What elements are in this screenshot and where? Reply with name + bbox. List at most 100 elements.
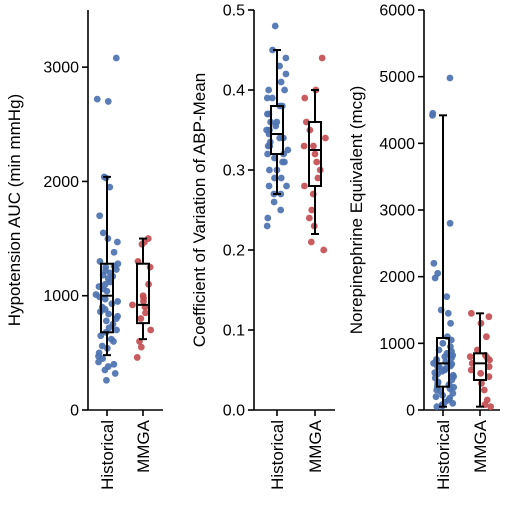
- data-point: [140, 298, 147, 305]
- data-point: [305, 214, 313, 222]
- box-iqr: [308, 121, 322, 187]
- data-point: [103, 376, 110, 384]
- data-point: [269, 46, 276, 54]
- data-point: [485, 363, 493, 371]
- data-point: [277, 174, 285, 182]
- data-point: [485, 313, 493, 321]
- data-point: [477, 369, 485, 377]
- data-point: [277, 206, 285, 214]
- data-point: [281, 86, 288, 94]
- data-point: [311, 150, 319, 158]
- data-point: [112, 54, 120, 62]
- data-point: [95, 358, 102, 366]
- data-point: [105, 310, 113, 318]
- y-tick-label: 1000: [43, 288, 79, 305]
- data-point: [271, 22, 279, 30]
- data-point: [443, 293, 451, 301]
- data-point: [133, 354, 141, 361]
- box-iqr: [100, 262, 114, 334]
- data-point: [483, 333, 490, 341]
- y-tick-label: 3000: [43, 60, 79, 77]
- y-tick-label: 2000: [379, 269, 415, 286]
- data-point: [102, 317, 110, 325]
- data-point: [429, 111, 436, 119]
- data-point: [268, 94, 276, 102]
- data-point: [467, 309, 475, 317]
- data-point: [98, 342, 106, 350]
- data-point: [102, 174, 110, 182]
- data-point: [307, 238, 315, 246]
- x-tick-label: Historical: [434, 420, 453, 490]
- data-point: [110, 360, 118, 368]
- data-point: [137, 315, 145, 322]
- y-tick-label: 4000: [379, 136, 415, 153]
- data-point: [439, 339, 447, 347]
- data-point: [270, 198, 278, 206]
- y-tick-label: 0.5: [223, 3, 245, 20]
- data-point: [112, 315, 120, 322]
- data-point: [263, 110, 271, 118]
- y-tick-label: 0.1: [223, 323, 245, 340]
- data-point: [96, 212, 104, 220]
- data-point: [300, 142, 308, 150]
- x-tick-label: MMGA: [134, 419, 153, 473]
- data-point: [142, 309, 149, 317]
- box-iqr: [136, 262, 150, 325]
- y-tick-label: 0.3: [223, 163, 245, 180]
- data-point: [313, 158, 321, 166]
- data-point: [101, 295, 109, 303]
- data-point: [101, 366, 109, 374]
- y-axis-label: Hypotension AUC (min mmHg): [5, 94, 24, 326]
- x-tick-label: MMGA: [471, 419, 490, 473]
- data-point: [322, 134, 329, 142]
- data-point: [264, 142, 272, 150]
- y-tick-label: 0.0: [223, 403, 245, 420]
- data-point: [480, 386, 488, 394]
- data-point: [108, 300, 116, 308]
- y-tick-label: 0.2: [223, 243, 245, 260]
- data-point: [277, 78, 285, 86]
- y-tick-label: 0: [406, 403, 415, 420]
- y-tick-label: 2000: [43, 174, 79, 191]
- data-point: [301, 94, 309, 102]
- x-tick-label: Historical: [98, 420, 117, 490]
- data-point: [263, 222, 271, 230]
- data-point: [97, 332, 105, 340]
- data-point: [486, 356, 493, 364]
- data-point: [446, 74, 454, 82]
- data-point: [430, 259, 438, 267]
- data-point: [111, 370, 119, 377]
- data-point: [114, 298, 122, 305]
- y-tick-label: 6000: [379, 3, 415, 20]
- data-point: [113, 238, 121, 246]
- data-point: [447, 319, 454, 327]
- data-point: [265, 182, 273, 190]
- box-iqr: [270, 105, 284, 155]
- data-point: [487, 403, 495, 411]
- data-point: [110, 338, 117, 345]
- data-point: [112, 266, 120, 273]
- data-point: [264, 214, 272, 222]
- data-point: [110, 248, 118, 256]
- data-point: [113, 326, 120, 334]
- y-tick-label: 1000: [379, 336, 415, 353]
- data-point: [308, 206, 316, 214]
- data-point: [147, 326, 155, 334]
- box-iqr: [473, 352, 487, 382]
- data-point: [265, 86, 273, 94]
- data-point: [433, 403, 441, 411]
- data-point: [446, 219, 454, 227]
- data-point: [441, 353, 449, 361]
- data-point: [263, 94, 271, 102]
- data-point: [310, 142, 317, 150]
- chart-panel-2: 0.0 0.1 0.2 0.3 0.4 0.5 Coefficient of Variati…: [190, 3, 335, 490]
- data-point: [466, 353, 474, 361]
- x-tick-label: Historical: [268, 420, 287, 490]
- x-tick-label: MMGA: [306, 419, 325, 473]
- data-point: [467, 366, 475, 374]
- data-point: [104, 98, 112, 105]
- y-tick-label: 3000: [379, 203, 415, 220]
- chart-panel-1: 0 1000 2000 3000 Hypotension AUC (min mmHg) H…: [5, 10, 163, 490]
- data-point: [99, 229, 107, 237]
